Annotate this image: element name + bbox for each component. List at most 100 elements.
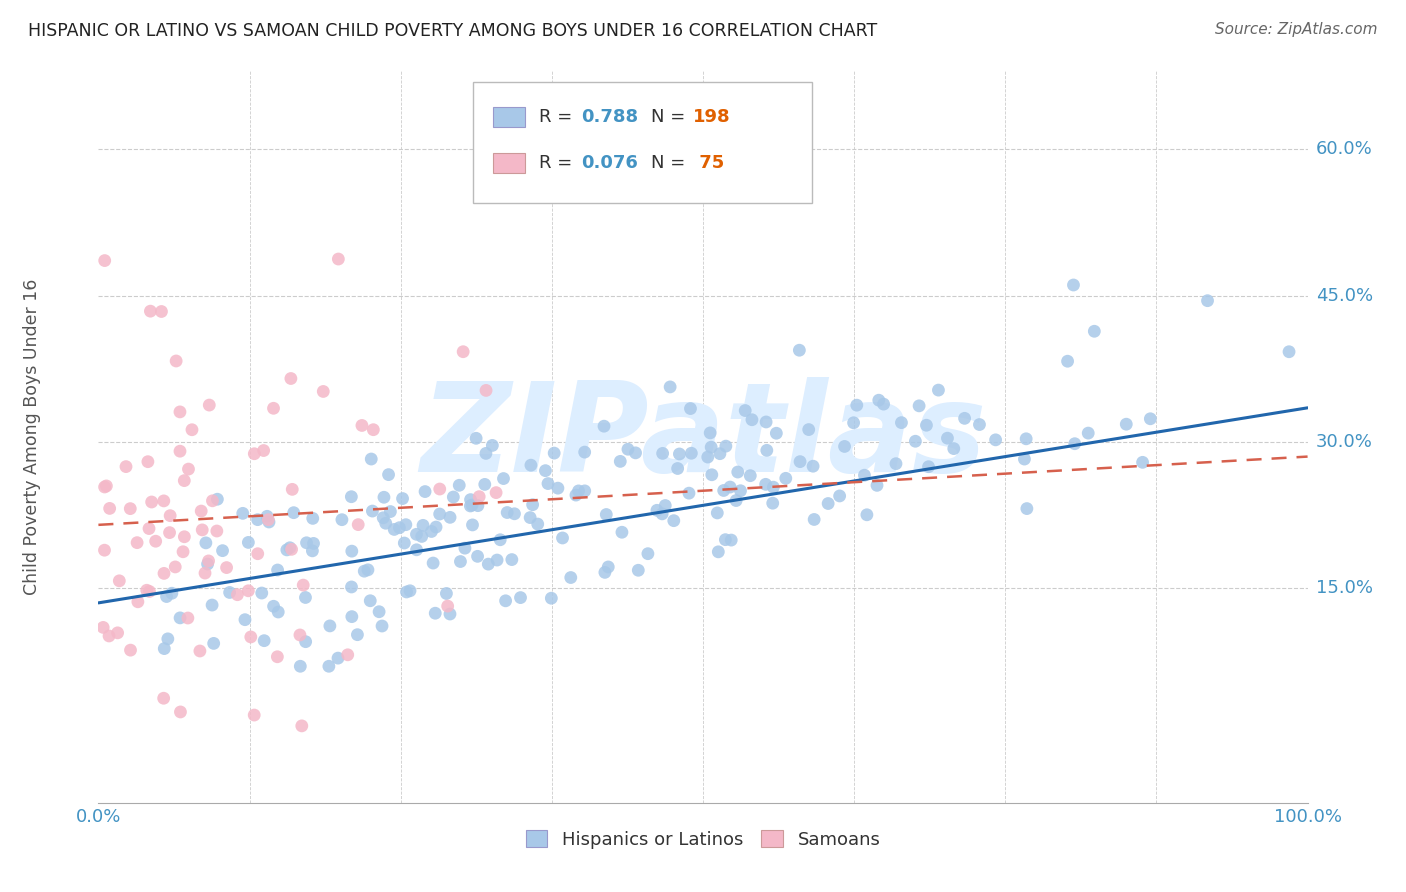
Point — [460, 499, 482, 513]
Point — [624, 446, 647, 460]
Point — [451, 344, 474, 359]
Point — [301, 544, 323, 558]
Point — [330, 513, 353, 527]
Point — [429, 482, 451, 496]
Point — [755, 415, 778, 429]
Point — [509, 591, 531, 605]
Point — [165, 560, 187, 574]
Text: R =: R = — [538, 108, 578, 126]
Point — [884, 457, 907, 471]
Point — [709, 447, 731, 461]
Point — [201, 493, 224, 508]
Point — [107, 625, 129, 640]
Point — [413, 484, 436, 499]
Point — [467, 549, 489, 564]
Point — [503, 507, 526, 521]
Point — [474, 477, 496, 491]
Point — [266, 649, 288, 664]
Point — [637, 547, 659, 561]
Point — [501, 552, 523, 566]
Point — [460, 492, 482, 507]
Point — [1056, 354, 1078, 368]
Point — [519, 510, 541, 524]
Point — [574, 445, 596, 459]
Point — [537, 476, 560, 491]
Point — [789, 455, 811, 469]
Point — [250, 586, 273, 600]
Point — [135, 583, 157, 598]
Point — [155, 590, 177, 604]
Point — [1115, 417, 1137, 432]
Point — [243, 447, 266, 461]
Point — [177, 462, 200, 476]
Point — [411, 529, 433, 543]
Point — [263, 599, 285, 614]
Point — [942, 442, 965, 456]
Point — [700, 467, 723, 482]
Point — [233, 613, 256, 627]
Point — [714, 439, 737, 453]
Point — [654, 499, 676, 513]
Point — [263, 401, 285, 416]
Point — [169, 705, 191, 719]
Point — [725, 493, 748, 508]
Point — [834, 439, 856, 453]
Point — [159, 508, 181, 523]
Point — [540, 591, 562, 606]
Point — [720, 533, 742, 547]
Point — [797, 423, 820, 437]
Point — [1062, 277, 1084, 292]
Point — [405, 542, 427, 557]
Point — [662, 514, 685, 528]
Point — [734, 403, 756, 417]
Point — [845, 398, 868, 412]
Point — [278, 541, 301, 555]
Point — [481, 438, 503, 452]
Point — [160, 586, 183, 600]
Point — [391, 491, 413, 506]
Text: N =: N = — [651, 108, 690, 126]
Point — [801, 459, 824, 474]
Point — [436, 599, 458, 613]
Point — [359, 593, 381, 607]
Point — [454, 541, 477, 556]
Point — [238, 583, 260, 598]
Point — [1015, 501, 1038, 516]
Point — [188, 644, 211, 658]
Point — [595, 508, 617, 522]
Point — [361, 504, 384, 518]
Point — [353, 564, 375, 578]
Point — [173, 474, 195, 488]
Point — [492, 471, 515, 485]
Point — [439, 607, 461, 621]
Point — [1014, 452, 1036, 467]
Point — [526, 517, 548, 532]
Point — [1278, 344, 1301, 359]
Point — [1132, 455, 1154, 469]
Point — [547, 481, 569, 495]
Text: 15.0%: 15.0% — [1316, 579, 1372, 598]
Point — [198, 398, 221, 412]
Text: 45.0%: 45.0% — [1316, 286, 1374, 305]
Point — [238, 535, 260, 549]
Legend: Hispanics or Latinos, Samoans: Hispanics or Latinos, Samoans — [519, 822, 887, 856]
Point — [340, 580, 363, 594]
Point — [280, 542, 302, 557]
Point — [439, 510, 461, 524]
Point — [201, 598, 224, 612]
Point — [420, 524, 443, 539]
Point — [707, 545, 730, 559]
Point — [866, 478, 889, 492]
Point — [360, 452, 382, 467]
Point — [159, 525, 181, 540]
Point — [679, 401, 702, 416]
Point — [350, 418, 373, 433]
Point — [319, 619, 342, 633]
Point — [565, 488, 588, 502]
Point — [775, 471, 797, 485]
Point — [257, 513, 280, 527]
Point — [915, 418, 938, 433]
Point — [461, 517, 484, 532]
Point — [246, 513, 269, 527]
Point — [340, 609, 363, 624]
